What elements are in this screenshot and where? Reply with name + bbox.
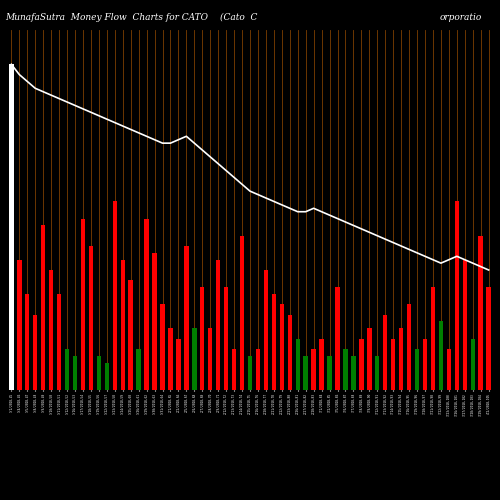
- Text: orporatio: orporatio: [440, 12, 482, 22]
- Bar: [49, 270, 54, 390]
- Bar: [446, 349, 451, 390]
- Bar: [431, 287, 435, 390]
- Bar: [136, 349, 141, 390]
- Text: (Cato  C: (Cato C: [220, 12, 258, 22]
- Bar: [359, 338, 364, 390]
- Bar: [336, 287, 340, 390]
- Bar: [232, 349, 236, 390]
- Bar: [128, 280, 133, 390]
- Bar: [33, 314, 38, 390]
- Bar: [65, 349, 69, 390]
- Bar: [367, 328, 372, 390]
- Bar: [192, 328, 196, 390]
- Text: MunafaSutra  Money Flow  Charts for CATO: MunafaSutra Money Flow Charts for CATO: [5, 12, 208, 22]
- Bar: [41, 226, 46, 390]
- Bar: [470, 338, 475, 390]
- Bar: [120, 260, 125, 390]
- Bar: [9, 64, 14, 390]
- Bar: [328, 356, 332, 390]
- Bar: [391, 338, 396, 390]
- Bar: [272, 294, 276, 390]
- Bar: [224, 287, 228, 390]
- Bar: [176, 338, 180, 390]
- Bar: [462, 260, 467, 390]
- Bar: [248, 356, 252, 390]
- Bar: [112, 202, 117, 390]
- Bar: [152, 253, 156, 390]
- Bar: [96, 356, 101, 390]
- Bar: [88, 246, 93, 390]
- Bar: [320, 338, 324, 390]
- Bar: [104, 362, 109, 390]
- Bar: [407, 304, 412, 390]
- Bar: [25, 294, 29, 390]
- Bar: [304, 356, 308, 390]
- Bar: [73, 356, 77, 390]
- Bar: [160, 304, 164, 390]
- Bar: [57, 294, 62, 390]
- Bar: [200, 287, 204, 390]
- Bar: [208, 328, 212, 390]
- Bar: [256, 349, 260, 390]
- Bar: [216, 260, 220, 390]
- Bar: [168, 328, 172, 390]
- Bar: [280, 304, 284, 390]
- Bar: [399, 328, 404, 390]
- Bar: [478, 236, 483, 390]
- Bar: [240, 236, 244, 390]
- Bar: [415, 349, 419, 390]
- Bar: [184, 246, 188, 390]
- Bar: [375, 356, 380, 390]
- Bar: [288, 314, 292, 390]
- Bar: [296, 338, 300, 390]
- Bar: [351, 356, 356, 390]
- Bar: [17, 260, 21, 390]
- Bar: [423, 338, 427, 390]
- Bar: [312, 349, 316, 390]
- Bar: [344, 349, 347, 390]
- Bar: [81, 218, 85, 390]
- Bar: [144, 218, 149, 390]
- Bar: [438, 322, 443, 390]
- Bar: [383, 314, 388, 390]
- Bar: [454, 202, 459, 390]
- Bar: [264, 270, 268, 390]
- Bar: [486, 287, 491, 390]
